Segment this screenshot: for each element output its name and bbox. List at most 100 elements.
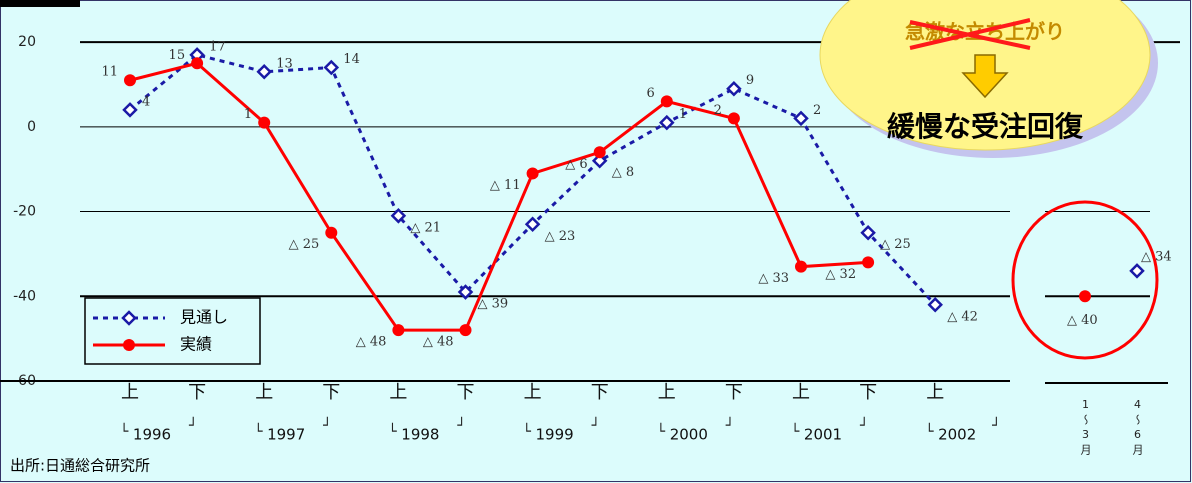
data-point	[1129, 263, 1145, 279]
year-bracket: ┘	[592, 417, 600, 434]
year-bracket: ┘	[458, 417, 466, 434]
data-point	[593, 146, 606, 159]
y-tick-label: 0	[27, 119, 36, 135]
year-bracket: └	[254, 423, 263, 440]
value-label: 9	[746, 73, 754, 88]
value-label: 14	[343, 52, 360, 67]
data-point	[659, 114, 675, 131]
value-label: 13	[276, 56, 293, 71]
data-point	[727, 112, 740, 125]
data-point	[526, 167, 539, 180]
value-label: △ 32	[825, 267, 856, 282]
data-point	[457, 284, 474, 300]
data-point	[390, 208, 407, 224]
value-label: △ 48	[356, 335, 387, 350]
year-bracket: ┘	[726, 417, 734, 434]
value-label: △ 8	[612, 165, 634, 180]
year-label: 1997	[267, 426, 305, 444]
data-point	[793, 110, 809, 127]
year-bracket: └	[657, 423, 666, 440]
callout: 急激な立ち上がり 緩慢な受注回復	[819, 0, 1158, 158]
revised-text: 緩慢な受注回復	[887, 110, 1084, 143]
x-tick-label: 下	[859, 382, 877, 403]
x-tick-label: 1～3月	[1079, 398, 1092, 458]
year-label: 1998	[401, 426, 439, 444]
legend-box	[84, 297, 261, 365]
x-tick-label: 上	[524, 382, 542, 403]
data-point	[323, 59, 340, 76]
data-point	[258, 116, 271, 129]
x-tick-label: 上	[389, 382, 407, 403]
value-label: 4	[142, 94, 150, 109]
y-tick-label: -40	[13, 288, 36, 304]
x-tick-label: 下	[188, 382, 206, 403]
value-label: △ 21	[410, 220, 441, 235]
year-bracket: └	[388, 423, 397, 440]
data-point	[124, 74, 136, 87]
data-point	[524, 216, 541, 233]
x-tick-label: 下	[725, 382, 743, 403]
data-point	[726, 80, 742, 97]
x-tick-label: 上	[121, 382, 139, 403]
value-label: 2	[714, 103, 722, 118]
data-point	[122, 102, 138, 118]
y-tick-label: -20	[13, 204, 36, 220]
year-bracket: ┘	[992, 417, 1000, 434]
value-label: △ 25	[289, 237, 320, 252]
year-label: 2000	[670, 426, 708, 444]
value-label: △ 40	[1067, 313, 1098, 328]
year-label: 2001	[804, 426, 842, 444]
year-bracket: ┘	[860, 417, 868, 434]
value-label: 1	[679, 107, 687, 122]
year-bracket: └	[925, 423, 934, 440]
highlight-circle	[1011, 200, 1159, 360]
value-label: △ 23	[545, 229, 576, 244]
data-point	[1079, 290, 1091, 303]
year-label: 1996	[133, 426, 171, 444]
arrow	[961, 54, 1009, 99]
cross	[909, 18, 1031, 50]
value-label: △ 48	[423, 335, 454, 350]
x-tick-label: 上	[926, 382, 944, 403]
data-point	[660, 95, 673, 108]
series-line	[129, 61, 869, 332]
x-tick-label: 下	[322, 382, 340, 403]
y-tick-label: 20	[18, 34, 36, 50]
value-label: 6	[647, 86, 655, 101]
year-label: 1999	[536, 426, 574, 444]
data-point	[795, 260, 807, 273]
legend-marker	[121, 310, 137, 326]
x-tick-label: 上	[658, 382, 676, 403]
legend-marker	[123, 339, 135, 351]
year-label: 2002	[938, 426, 976, 444]
data-point	[191, 57, 204, 70]
x-tick-label: 上	[792, 382, 810, 403]
data-point	[256, 64, 272, 80]
year-bracket: └	[523, 423, 532, 440]
value-label: 15	[169, 48, 186, 63]
value-label: 11	[101, 65, 118, 80]
value-label: △ 33	[758, 271, 789, 286]
value-label: △ 42	[947, 309, 978, 324]
year-bracket: ┘	[189, 417, 197, 434]
title-box	[0, 0, 80, 7]
year-bracket: ┘	[323, 417, 331, 434]
value-label: 2	[813, 103, 821, 118]
data-point	[860, 224, 876, 241]
source: 出所:日通総合研究所	[10, 457, 150, 475]
value-label: 1	[244, 107, 252, 122]
x-tick-label: 4～6月	[1131, 398, 1144, 458]
x-tick-label: 下	[591, 382, 609, 403]
value-label: 17	[209, 39, 226, 54]
value-label: △ 11	[490, 178, 521, 193]
data-point	[392, 324, 405, 337]
value-label: △ 25	[880, 237, 911, 252]
legend-label: 実績	[180, 335, 212, 354]
x-tick-label: 上	[255, 382, 273, 403]
data-point	[325, 226, 338, 239]
value-label: △ 34	[1141, 249, 1172, 264]
legend-label: 見通し	[180, 308, 228, 327]
